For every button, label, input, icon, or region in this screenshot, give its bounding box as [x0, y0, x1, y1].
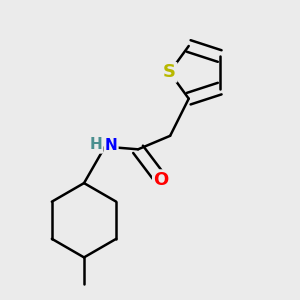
Text: S: S — [163, 63, 176, 81]
Text: H: H — [89, 137, 102, 152]
Text: O: O — [153, 171, 169, 189]
Text: N: N — [105, 138, 117, 153]
